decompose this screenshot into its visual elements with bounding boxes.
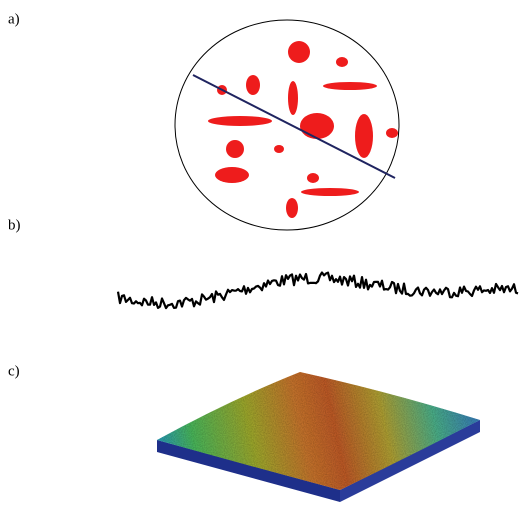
panel-label: b) <box>8 217 21 233</box>
panel-label: a) <box>8 11 20 27</box>
particles <box>208 41 398 218</box>
panel-label: c) <box>8 363 20 379</box>
roughness-profile <box>118 273 518 309</box>
figure: a) b) c) <box>0 0 520 518</box>
particle-diagram <box>175 20 399 230</box>
surface-3d <box>157 372 480 502</box>
top-surface <box>157 372 480 490</box>
